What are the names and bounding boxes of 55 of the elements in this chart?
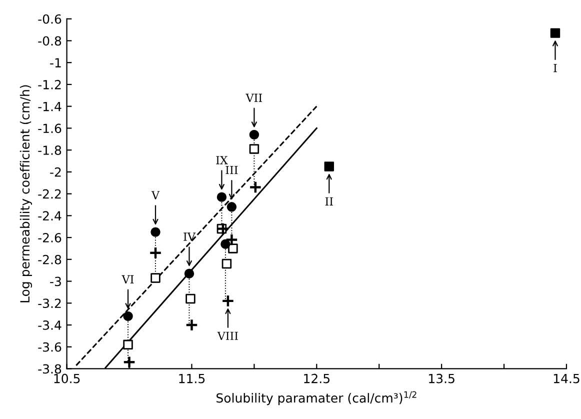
annotation: I (554, 64, 557, 72)
x-tick-label: 12.5 (304, 374, 330, 384)
point (185, 318, 198, 332)
point (225, 233, 238, 246)
y-tick-label: -2.8 (38, 254, 62, 264)
point (216, 222, 230, 236)
annotation: V (151, 191, 160, 200)
y-tick-label: -1.8 (38, 146, 62, 155)
point (122, 356, 136, 369)
point (220, 239, 230, 249)
point (222, 258, 232, 269)
point (150, 227, 160, 237)
y-tick-label: -0.8 (38, 36, 62, 46)
x-tick-label: 10.5 (54, 374, 80, 384)
annotation: VII (246, 94, 262, 102)
y-tick-label: -2 (50, 167, 61, 177)
x-tick-label: 14.5 (554, 374, 580, 384)
y-tick-label: -1 (50, 58, 61, 68)
point (149, 246, 162, 260)
y-tick-label: -3.6 (38, 342, 62, 352)
point (249, 144, 260, 154)
annotation: II (325, 197, 333, 206)
y-tick-label: -3 (50, 276, 61, 286)
point (550, 28, 560, 38)
y-tick-label: -0.6 (38, 14, 62, 24)
point (248, 180, 262, 194)
y-tick-label: -1.2 (38, 80, 61, 90)
y-tick-label: -2.4 (38, 211, 62, 220)
y-axis-title: Log permeability coefficient (cm/h) (20, 85, 32, 302)
x-tick-label: 11.5 (179, 374, 205, 384)
point (123, 311, 133, 322)
annotation: VIII (217, 332, 238, 340)
y-tick-label: -3.2 (38, 298, 61, 308)
y-tick-label: -3.8 (38, 364, 62, 374)
annotation: IV (184, 232, 196, 241)
annotation: III (226, 166, 238, 174)
point (228, 244, 238, 254)
point (123, 340, 133, 350)
point (249, 130, 260, 140)
annotation: VI (122, 275, 134, 284)
annotation: IX (216, 156, 228, 164)
point (186, 294, 196, 304)
point (221, 294, 234, 308)
point (216, 192, 227, 202)
point (226, 202, 237, 212)
point (150, 273, 160, 283)
point (324, 162, 334, 172)
y-tick-label: -2.2 (38, 189, 61, 199)
point (184, 268, 194, 278)
y-tick-label: -3.4 (38, 320, 62, 330)
y-tick-label: -1.6 (38, 124, 62, 134)
x-axis-title: Solubility paramater (cal/cm³)$^{1/2}$ (216, 391, 416, 406)
y-tick-label: -2.6 (38, 232, 62, 242)
y-tick-label: -1.4 (38, 102, 62, 112)
x-tick-label: 13.5 (429, 374, 454, 384)
